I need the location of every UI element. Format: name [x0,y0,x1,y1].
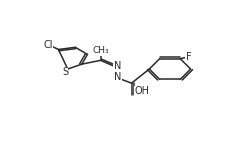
Text: N: N [114,61,121,71]
Text: F: F [186,52,191,62]
Text: Cl: Cl [43,40,53,50]
Text: OH: OH [134,86,149,96]
Text: CH₃: CH₃ [92,46,109,55]
Text: S: S [62,67,68,77]
Text: N: N [114,72,121,82]
